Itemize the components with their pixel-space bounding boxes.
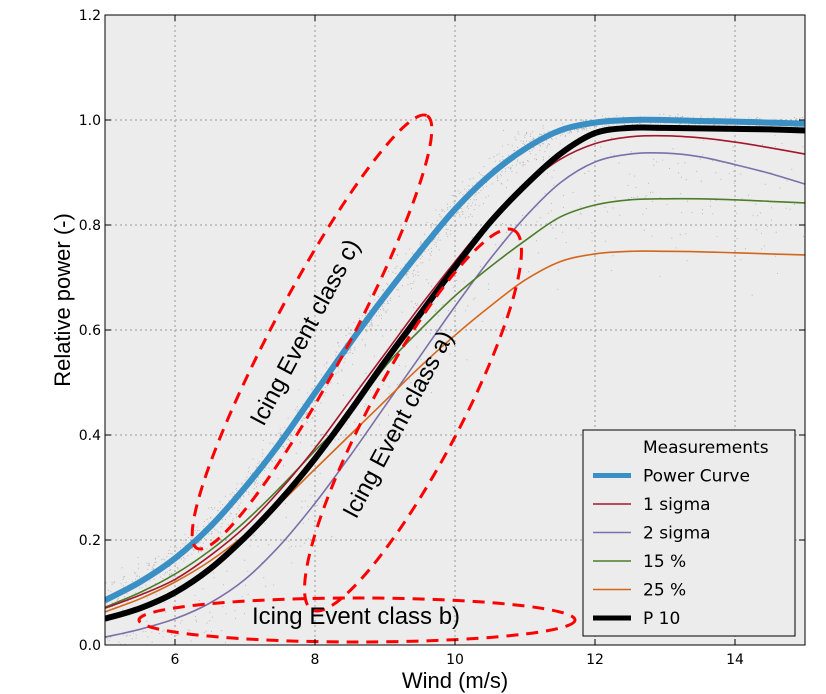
- annotation-ellipse-class-b: [137, 596, 577, 644]
- legend-label-power-curve: Power Curve: [643, 467, 750, 487]
- series-line-power-curve: [105, 116, 805, 604]
- y-tick-label: 0.2: [79, 533, 101, 549]
- series-line-25-: [105, 250, 805, 613]
- annotation-ellipse-class-c: [190, 113, 434, 551]
- y-tick-label: 0.4: [79, 428, 101, 444]
- y-axis-label: Relative power (-): [50, 213, 75, 387]
- annotation-ellipses: [137, 113, 577, 644]
- series-line-2-sigma: [105, 152, 805, 638]
- x-axis-label: Wind (m/s): [402, 668, 508, 693]
- x-tick-label: 12: [586, 652, 604, 668]
- y-tick-label: 1.0: [79, 113, 101, 129]
- y-tick-label: 0.8: [79, 218, 101, 234]
- legend: Measurements Power Curve 1 sigma 2 sigma 15 …: [582, 429, 796, 637]
- x-tick-label: 8: [311, 652, 320, 668]
- legend-label-25-: 25 %: [643, 581, 686, 601]
- series-line-p-10: [105, 124, 805, 622]
- x-tick-label: 14: [726, 652, 744, 668]
- legend-label-15-: 15 %: [643, 552, 686, 572]
- y-tick-label: 0.0: [79, 638, 101, 654]
- legend-label-1-sigma: 1 sigma: [643, 495, 711, 515]
- axis-ticks: 6 8 10 12 14 0.0 0.2 0.4 0.6 0.8 1.0 1.2: [79, 8, 805, 668]
- annotation-label-class-b: Icing Event class b): [252, 603, 460, 630]
- series-line-15-: [105, 197, 805, 608]
- annotation-ellipse-class-a: [303, 227, 523, 613]
- series-lines: [105, 116, 805, 638]
- legend-label-measurements: Measurements: [643, 438, 769, 458]
- series-line-1-sigma: [105, 134, 805, 610]
- legend-label-2-sigma: 2 sigma: [643, 524, 711, 544]
- y-tick-label: 1.2: [79, 8, 101, 24]
- x-tick-label: 6: [171, 652, 180, 668]
- x-tick-label: 10: [446, 652, 464, 668]
- y-tick-label: 0.6: [79, 323, 101, 339]
- legend-label-p-10: P 10: [643, 609, 680, 629]
